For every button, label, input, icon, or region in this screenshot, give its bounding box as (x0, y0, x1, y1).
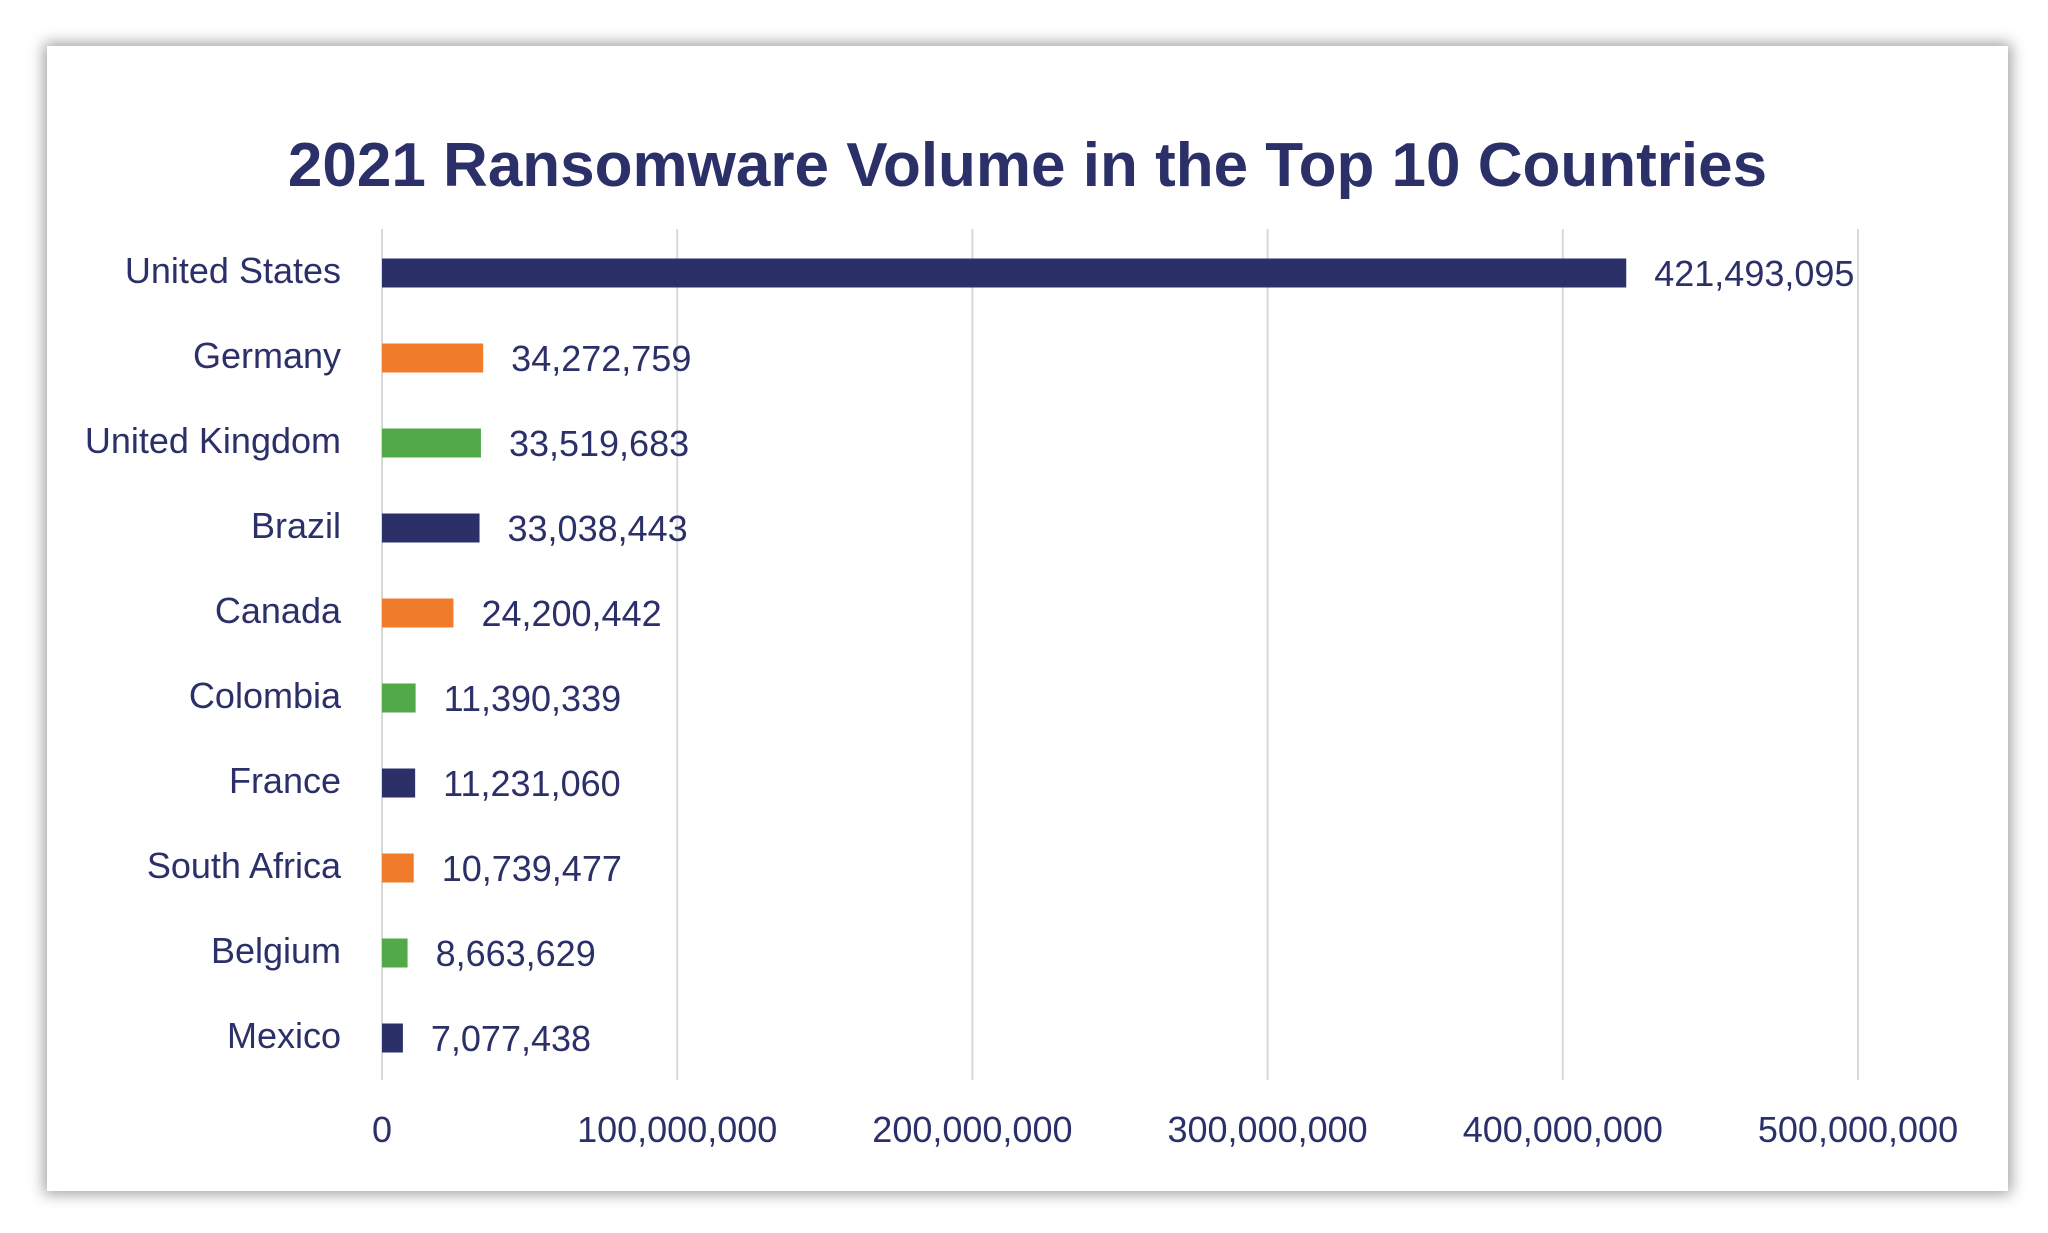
chart-title: 2021 Ransomware Volume in the Top 10 Cou… (287, 131, 1768, 200)
chart-card: 2021 Ransomware Volume in the Top 10 Cou… (47, 46, 2008, 1191)
bar (382, 683, 416, 713)
data-label: 33,038,443 (508, 508, 688, 549)
category-label: Colombia (189, 675, 342, 716)
x-tick-label: 0 (372, 1109, 392, 1150)
data-label: 8,663,629 (436, 933, 596, 974)
data-label: 7,077,438 (431, 1018, 591, 1059)
x-axis-tick-labels: 0 100,000,000 200,000,000 300,000,000 400,00… (372, 1109, 1958, 1150)
bar (382, 343, 484, 373)
data-label: 421,493,095 (1654, 253, 1854, 294)
bar (382, 1023, 403, 1053)
bar (382, 853, 414, 883)
data-label: 10,739,477 (442, 848, 622, 889)
bar (382, 258, 1627, 288)
category-label: Belgium (211, 930, 341, 971)
data-label: 11,390,339 (444, 678, 622, 719)
x-tick-label: 400,000,000 (1463, 1109, 1663, 1150)
bar-chart: United States Germany United Kingdom Brazil… (85, 229, 1958, 1150)
data-label: 11,231,060 (443, 763, 621, 804)
category-label: Canada (215, 590, 342, 631)
data-label: 33,519,683 (509, 423, 689, 464)
bar (382, 598, 454, 628)
category-label: France (229, 760, 341, 801)
bars (382, 258, 1627, 1053)
category-label: South Africa (147, 845, 342, 886)
category-label: United States (125, 250, 341, 291)
category-label: Mexico (227, 1015, 341, 1056)
category-label: United Kingdom (85, 420, 341, 461)
data-label: 24,200,442 (481, 593, 661, 634)
category-label: Brazil (251, 505, 341, 546)
data-labels: 421,493,095 34,272,759 33,519,683 33,038,44… (431, 253, 1855, 1059)
bar (382, 938, 408, 968)
x-tick-label: 200,000,000 (872, 1109, 1072, 1150)
x-tick-label: 300,000,000 (1167, 1109, 1367, 1150)
x-tick-label: 500,000,000 (1758, 1109, 1958, 1150)
category-labels: United States Germany United Kingdom Brazil… (85, 250, 342, 1056)
data-label: 34,272,759 (511, 338, 691, 379)
category-label: Germany (193, 335, 341, 376)
x-tick-label: 100,000,000 (577, 1109, 777, 1150)
bar (382, 428, 481, 458)
bar (382, 513, 480, 543)
bar (382, 768, 416, 798)
